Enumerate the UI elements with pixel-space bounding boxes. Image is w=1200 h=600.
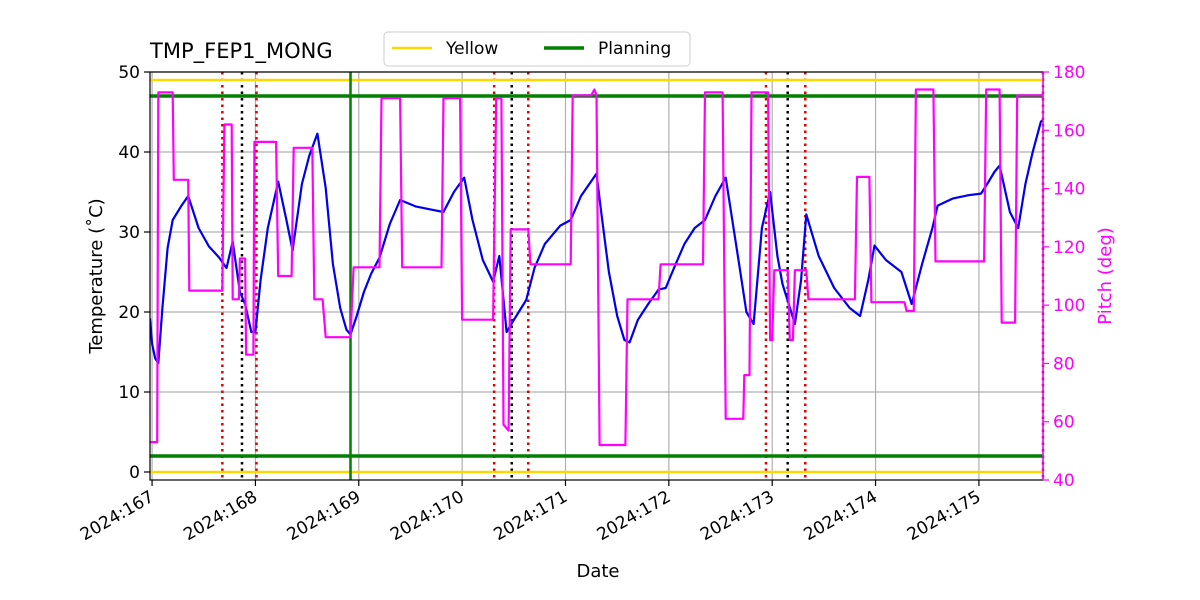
y2-tick-label: 120 — [1053, 238, 1085, 258]
legend-box — [383, 31, 691, 67]
legend-label-planning: Planning — [598, 39, 671, 59]
temperature-axis: 0 10 20 30 40 50 — [118, 63, 150, 483]
y2-tick-label: 160 — [1053, 121, 1085, 141]
y-tick-label: 20 — [118, 303, 140, 323]
y2-tick-label: 100 — [1053, 296, 1085, 316]
y-tick-label: 0 — [129, 463, 140, 483]
data-series — [150, 88, 1043, 447]
x-axis-title: Date — [576, 561, 619, 582]
y2-tick-label: 180 — [1053, 63, 1085, 83]
chart-title: TMP_FEP1_MONG — [149, 39, 333, 64]
y-tick-label: 10 — [118, 383, 140, 403]
legend: Yellow Planning — [383, 31, 691, 67]
y2-tick-label: 40 — [1053, 471, 1075, 491]
y-axis-title: Temperature (˚C) — [86, 198, 107, 354]
temperature-line — [150, 119, 1043, 365]
y2-tick-label: 60 — [1053, 413, 1075, 433]
y-tick-label: 50 — [118, 63, 140, 83]
legend-label-yellow: Yellow — [445, 39, 498, 59]
y-tick-label: 30 — [118, 223, 140, 243]
y2-axis-title: Pitch (deg) — [1095, 227, 1116, 325]
y-tick-label: 40 — [118, 143, 140, 163]
pitch-axis: 40 60 80 100 120 140 160 180 — [1042, 63, 1085, 491]
y2-tick-label: 80 — [1053, 354, 1075, 374]
pitch-line — [150, 88, 1043, 447]
y2-tick-label: 140 — [1053, 180, 1085, 200]
